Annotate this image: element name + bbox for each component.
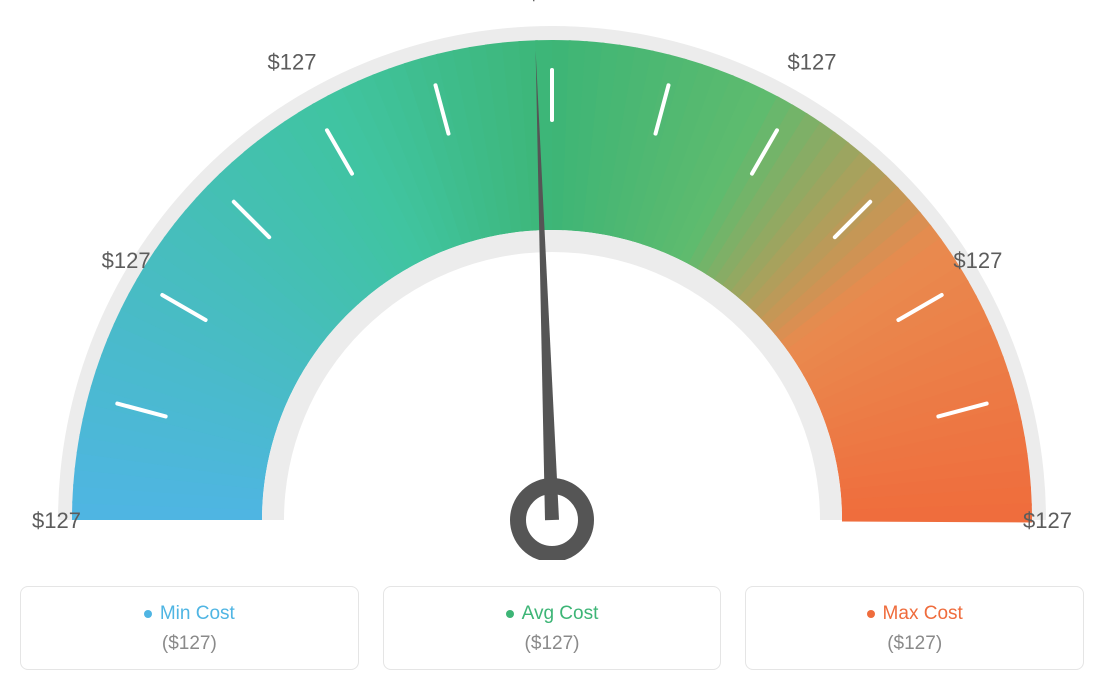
min-cost-card: Min Cost ($127): [20, 586, 359, 670]
bullet-icon: [506, 610, 514, 618]
bullet-icon: [144, 610, 152, 618]
card-header: Min Cost: [144, 603, 235, 625]
svg-text:$127: $127: [1023, 508, 1072, 533]
svg-text:$127: $127: [268, 50, 317, 75]
card-title: Avg Cost: [522, 603, 599, 625]
svg-text:$127: $127: [528, 0, 577, 5]
avg-cost-card: Avg Cost ($127): [383, 586, 722, 670]
summary-cards: Min Cost ($127) Avg Cost ($127) Max Cost…: [20, 586, 1084, 670]
card-value: ($127): [525, 633, 580, 655]
card-header: Max Cost: [867, 603, 963, 625]
max-cost-card: Max Cost ($127): [745, 586, 1084, 670]
card-value: ($127): [887, 633, 942, 655]
gauge-chart: $127 $127 $127 $127 $127 $127 $127: [0, 0, 1104, 560]
card-title: Min Cost: [160, 603, 235, 625]
card-title: Max Cost: [883, 603, 963, 625]
svg-text:$127: $127: [953, 248, 1002, 273]
gauge-svg: $127 $127 $127 $127 $127 $127 $127: [0, 0, 1104, 560]
svg-text:$127: $127: [788, 50, 837, 75]
svg-text:$127: $127: [102, 248, 151, 273]
svg-text:$127: $127: [32, 508, 81, 533]
bullet-icon: [867, 610, 875, 618]
card-header: Avg Cost: [506, 603, 599, 625]
card-value: ($127): [162, 633, 217, 655]
